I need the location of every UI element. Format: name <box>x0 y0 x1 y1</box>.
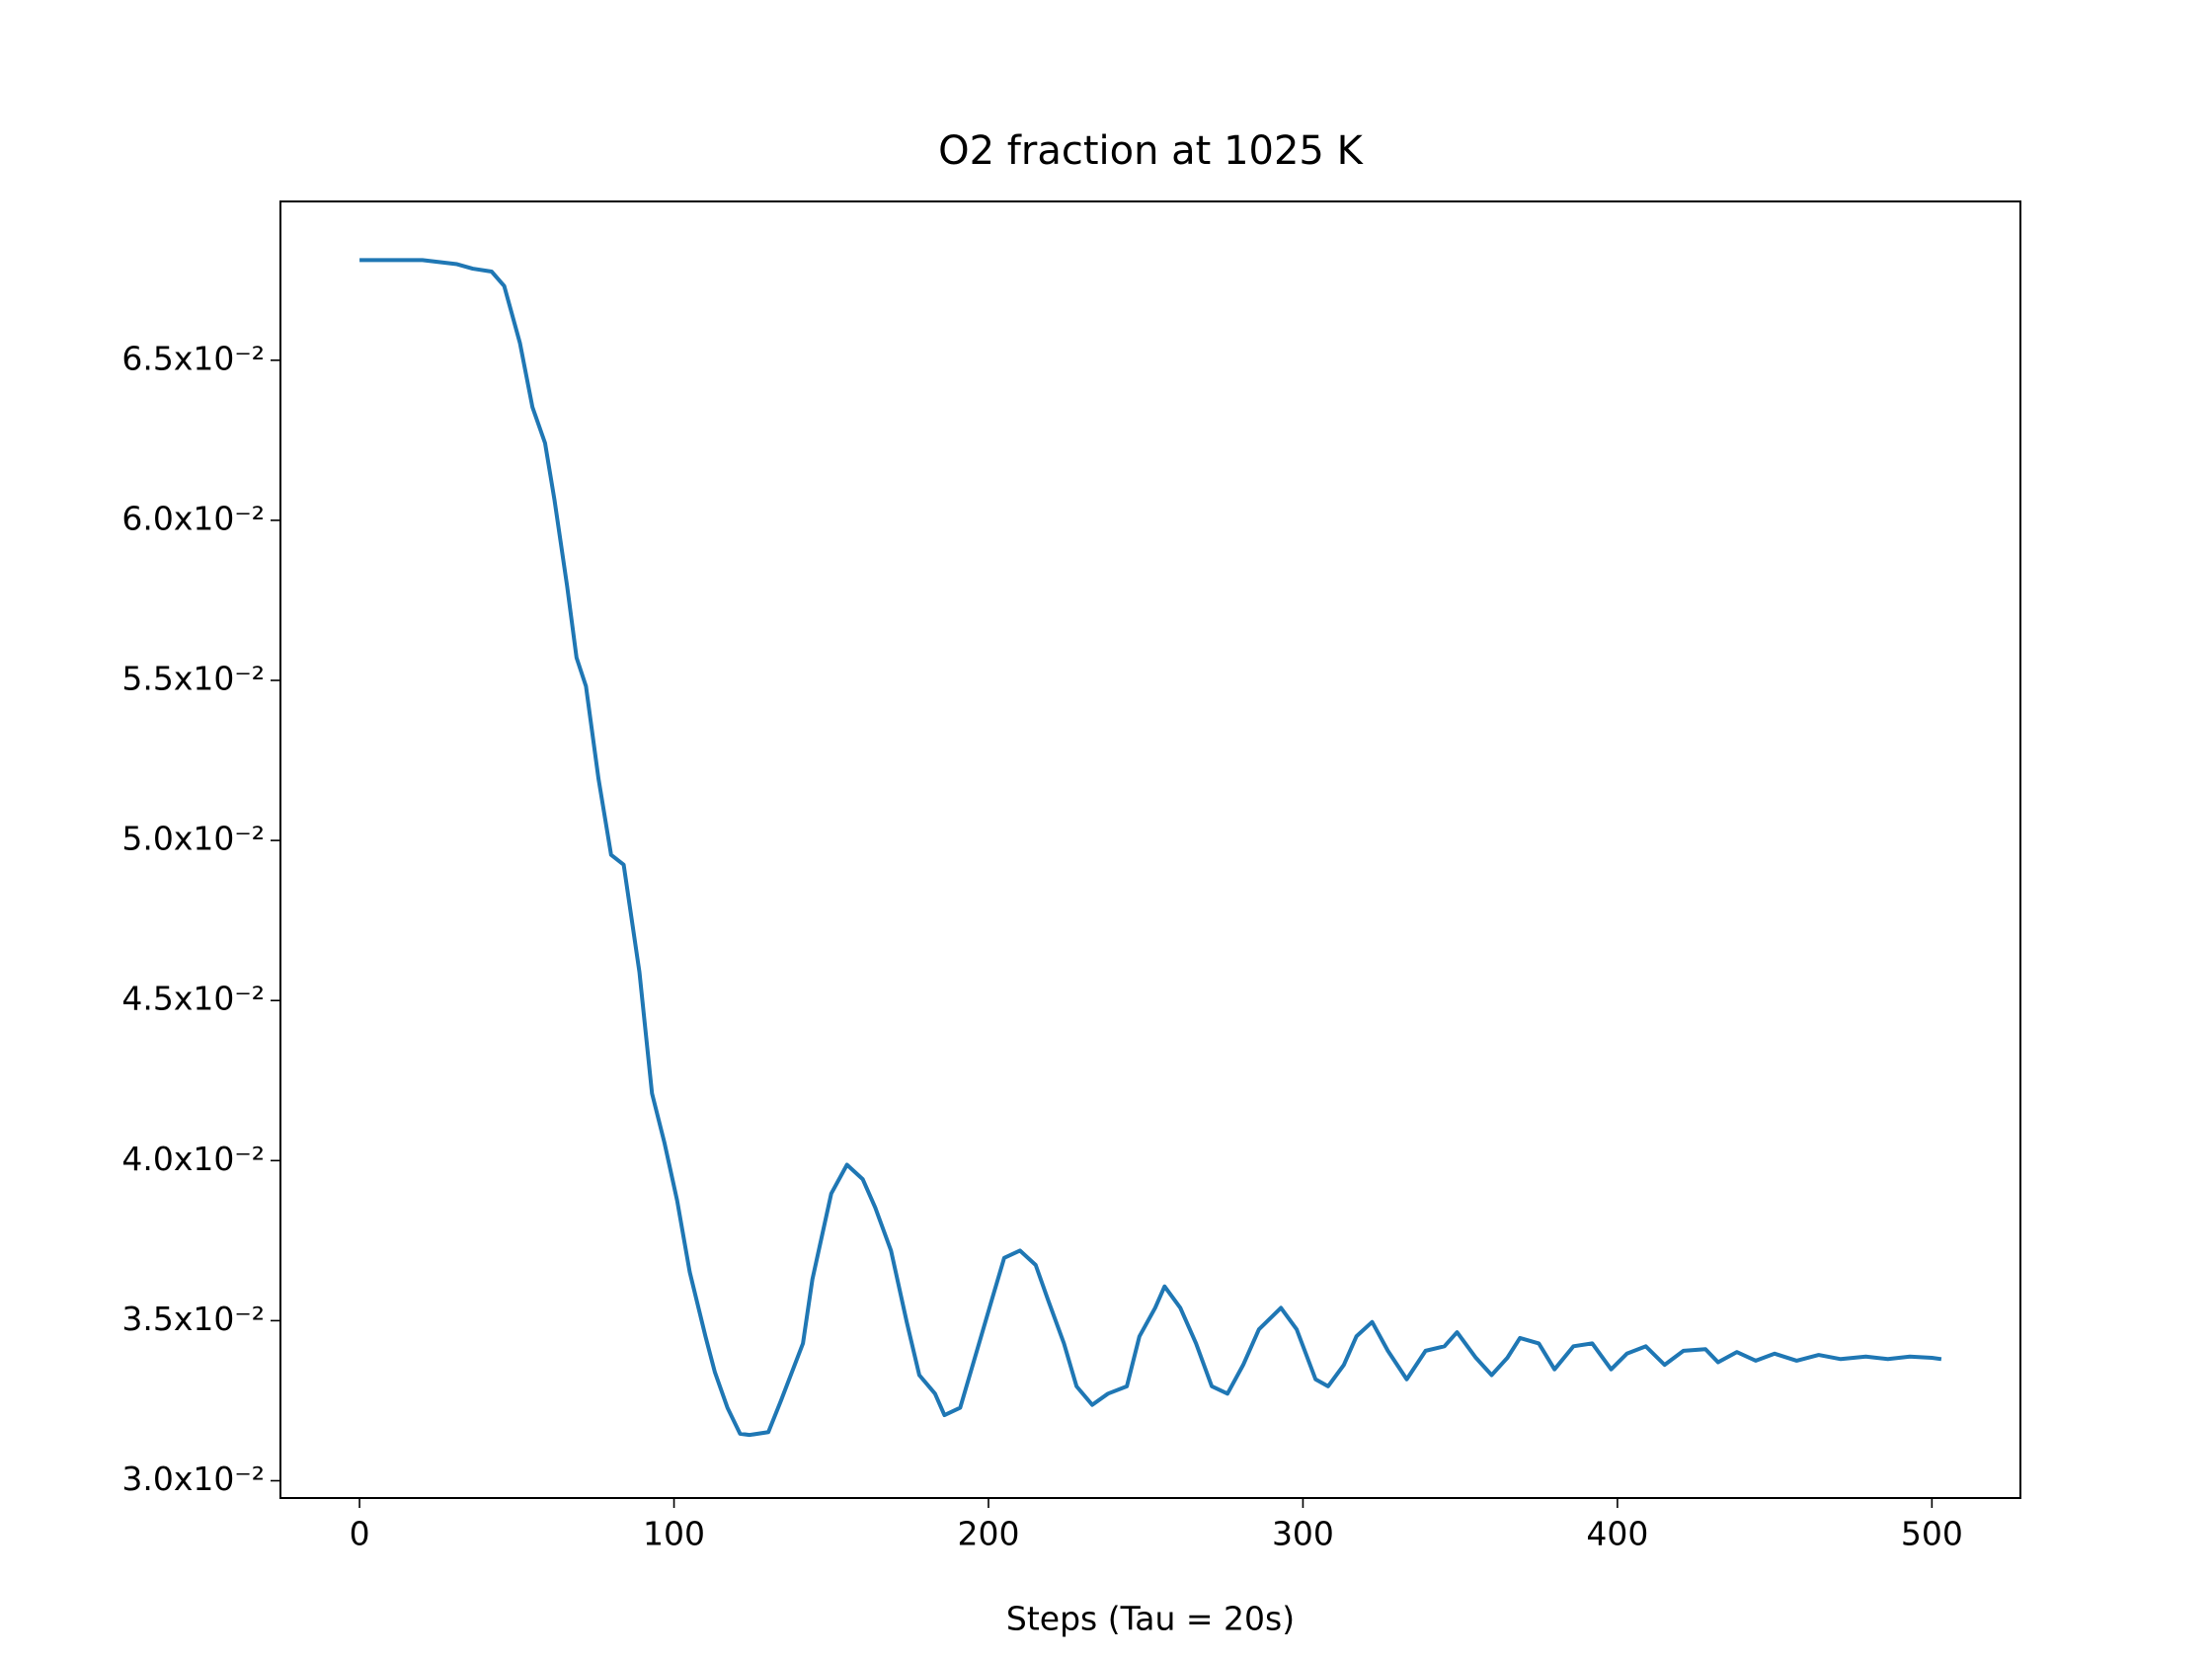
chart-title: O2 fraction at 1025 K <box>938 128 1364 174</box>
y-tick-label: 6.5x10⁻² <box>121 339 265 377</box>
x-tick-label: 300 <box>1272 1515 1334 1553</box>
data-line <box>359 258 1942 1438</box>
x-tick-label: 500 <box>1901 1515 1963 1553</box>
y-tick-label: 5.0x10⁻² <box>121 820 265 858</box>
y-tick-label: 4.0x10⁻² <box>121 1140 265 1178</box>
y-tick-label: 6.0x10⁻² <box>121 499 265 537</box>
x-axis-label: Steps (Tau = 20s) <box>1006 1600 1295 1638</box>
x-tick-label: 400 <box>1586 1515 1648 1553</box>
y-tick-label: 5.5x10⁻² <box>121 659 265 697</box>
y-tick-label: 3.0x10⁻² <box>121 1460 265 1498</box>
x-tick-label: 200 <box>957 1515 1019 1553</box>
x-tick-label: 100 <box>643 1515 705 1553</box>
y-tick-label: 4.5x10⁻² <box>121 980 265 1018</box>
y-tick-label: 3.5x10⁻² <box>121 1300 265 1338</box>
x-tick-label: 0 <box>350 1515 370 1553</box>
plot-frame <box>279 200 2021 1499</box>
